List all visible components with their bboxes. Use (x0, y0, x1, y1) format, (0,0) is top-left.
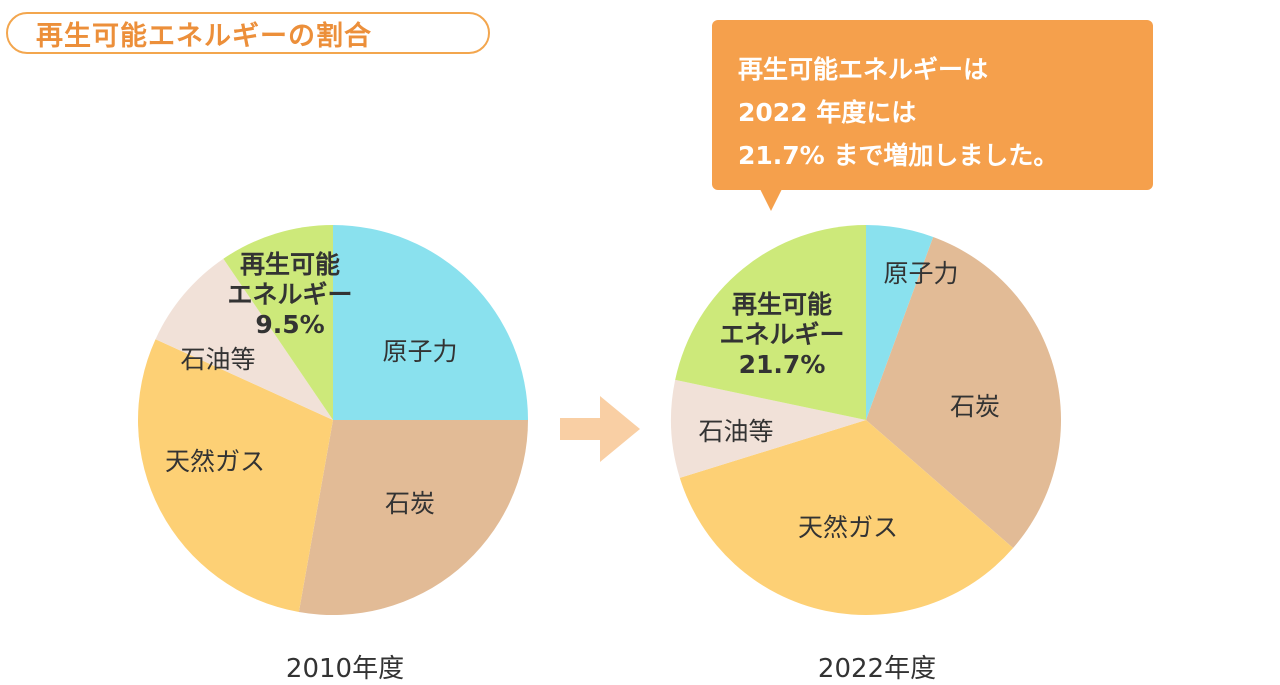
pie-slice-coal (298, 420, 528, 615)
slice-label-line: 再生可能 (731, 290, 833, 319)
slice-label-coal: 石炭 (949, 392, 1001, 421)
callout-tail (760, 189, 782, 211)
chart-1-caption: 2010年度 (285, 654, 405, 684)
pie-slice-renewable (675, 225, 866, 420)
slice-label-nuclear: 原子力 (382, 337, 458, 366)
pie-chart-2010 (138, 225, 528, 615)
slice-label-line: 21.7% (738, 350, 826, 379)
slice-label-nuclear: 原子力 (883, 259, 959, 288)
arrow-icon (560, 396, 640, 462)
slice-label-line: 9.5% (255, 310, 325, 339)
callout-line: 2022 年度には (738, 98, 917, 127)
pie-slice-oil (155, 258, 333, 420)
pie-slice-coal (866, 236, 1061, 549)
slice-label-renewable: 再生可能 エネルギー 9.5% (227, 250, 352, 340)
callout-line: 再生可能エネルギーは (738, 55, 989, 84)
pie-slice-nuclear (333, 225, 528, 420)
slice-label-renewable: 再生可能 エネルギー 21.7% (719, 290, 844, 380)
slice-label-line: 再生可能 (239, 250, 341, 279)
chart-2-caption: 2022年度 (817, 654, 937, 684)
pie-chart-2022 (671, 225, 1061, 616)
slice-label-oil: 石油等 (698, 417, 774, 446)
pie-slice-nuclear (866, 225, 934, 420)
slice-label-line: エネルギー (227, 280, 353, 309)
pie-slice-renewable (223, 225, 333, 420)
pie-slice-gas (679, 420, 1014, 616)
callout-line: 21.7% まで増加しました。 (738, 141, 1059, 170)
chart-title: 再生可能エネルギーの割合 (6, 12, 490, 54)
slice-label-coal: 石炭 (384, 489, 436, 518)
callout-box: 再生可能エネルギーは 2022 年度には 21.7% まで増加しました。 (712, 20, 1153, 190)
pie-slice-oil (671, 379, 866, 478)
slice-label-gas: 天然ガス (797, 513, 899, 542)
slice-label-gas: 天然ガス (164, 447, 266, 476)
slice-label-line: エネルギー (719, 320, 845, 349)
pie-slice-gas (138, 339, 333, 612)
slice-label-oil: 石油等 (180, 345, 256, 374)
